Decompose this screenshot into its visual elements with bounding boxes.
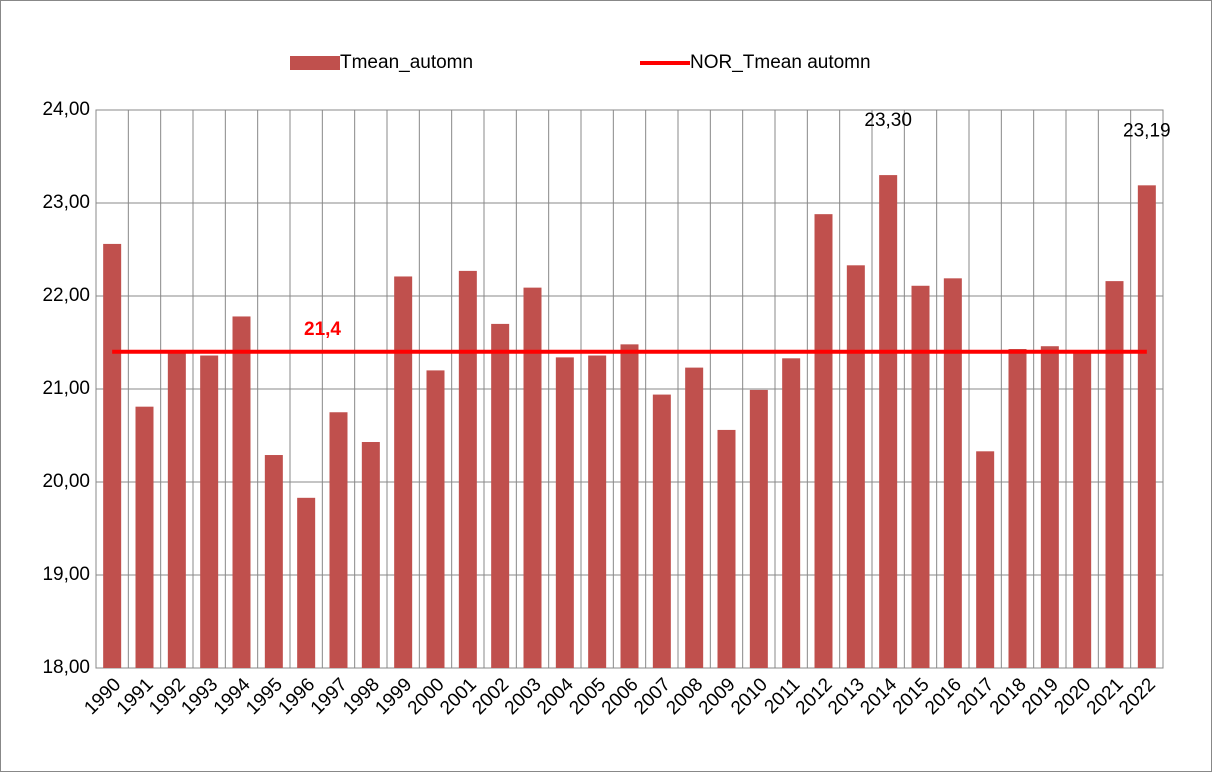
- y-tick-label: 19,00: [42, 564, 90, 585]
- bar: [394, 276, 413, 668]
- bar: [588, 355, 607, 668]
- legend-label: NOR_Tmean automn: [690, 52, 871, 73]
- bar: [297, 497, 316, 668]
- bar: [976, 451, 995, 668]
- bar: [264, 455, 283, 668]
- bar: [103, 243, 122, 669]
- bar: [458, 270, 477, 668]
- bar: [232, 316, 251, 668]
- bar: [167, 351, 186, 668]
- y-tick-label: 20,00: [42, 471, 90, 492]
- bar: [846, 265, 865, 668]
- bar: [135, 406, 154, 668]
- bar: [1073, 350, 1092, 668]
- bar: [943, 278, 962, 668]
- bar: [879, 175, 898, 668]
- bar: [652, 394, 671, 668]
- bar: [814, 214, 833, 668]
- y-tick-label: 18,00: [42, 657, 90, 678]
- legend-label: Tmean_automn: [340, 52, 473, 73]
- bar: [749, 389, 768, 668]
- bar: [555, 357, 574, 668]
- legend-swatch: [290, 56, 340, 70]
- bar: [1008, 349, 1027, 668]
- bar: [491, 323, 510, 668]
- bar: [685, 367, 704, 668]
- bar: [426, 370, 445, 668]
- bar: [620, 344, 639, 668]
- y-tick-label: 21,00: [42, 378, 90, 399]
- bar: [1105, 281, 1124, 668]
- bar: [1040, 346, 1059, 668]
- data-label: 23,30: [864, 110, 912, 131]
- y-tick-label: 24,00: [42, 99, 90, 120]
- bar: [782, 358, 801, 668]
- bar: [717, 429, 736, 668]
- y-tick-label: 23,00: [42, 192, 90, 213]
- bar: [523, 287, 542, 668]
- bar: [1137, 185, 1156, 668]
- data-label: 23,19: [1123, 120, 1171, 141]
- bar: [361, 442, 380, 668]
- bar: [911, 285, 930, 668]
- y-tick-label: 22,00: [42, 285, 90, 306]
- bar: [200, 355, 219, 668]
- bar: [329, 412, 348, 668]
- data-label: 21,4: [304, 319, 341, 340]
